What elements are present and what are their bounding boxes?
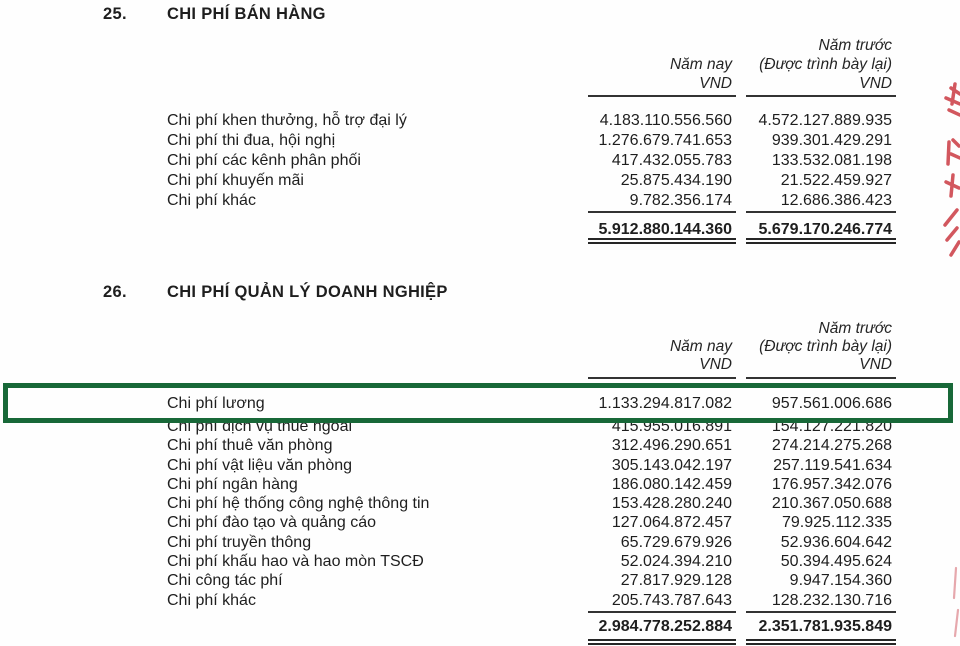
current-year-value: 25.875.434.190: [620, 172, 732, 189]
table-row: Chi phí khác 9.782.356.174 12.686.386.42…: [0, 192, 960, 212]
current-year-value: 153.428.280.240: [611, 495, 732, 513]
current-year-value: 186.080.142.459: [611, 475, 732, 493]
total-double-rule-prior: [746, 639, 896, 645]
highlight-box: [3, 383, 953, 423]
prior-year-value: 257.119.541.634: [773, 456, 892, 474]
highlighted-salary-row: Chi phí lương 1.133.294.817.082 957.561.…: [0, 395, 960, 415]
table-row: Chi phí các kênh phân phối 417.432.055.7…: [0, 152, 960, 172]
table-row: Chi phí khác 205.743.787.643 128.232.130…: [0, 592, 960, 611]
expense-label: Chi phí truyền thông: [167, 533, 312, 551]
table-row: Chi phí khuyến mãi 25.875.434.190 21.522…: [0, 172, 960, 192]
col-header-prior-year: Năm trước: [818, 320, 892, 337]
expense-label: Chi phí khen thưởng, hỗ trợ đại lý: [167, 112, 407, 129]
expense-label: Chi phí khác: [167, 591, 256, 609]
current-year-value: 1.276.679.741.653: [598, 132, 732, 149]
red-stamp-fragment-icon: [943, 82, 960, 638]
prior-year-value: 939.301.429.291: [771, 132, 892, 149]
prior-year-value: 21.522.459.927: [780, 172, 892, 189]
prior-year-value: 210.367.050.688: [771, 495, 892, 513]
total-prior-year: 5.679.170.246.774: [758, 221, 892, 238]
expense-label: Chi phí thuê văn phòng: [167, 437, 333, 455]
current-year-value: 305.143.042.197: [611, 456, 732, 474]
header-rule-prior: [746, 95, 896, 97]
col-unit-current: VND: [699, 75, 732, 92]
section-title: CHI PHÍ QUẢN LÝ DOANH NGHIỆP: [167, 283, 448, 301]
expense-rows: Chi phí khen thưởng, hỗ trợ đại lý 4.183…: [0, 112, 960, 212]
prior-year-value: 176.957.342.076: [771, 475, 892, 493]
prior-year-value: 12.686.386.423: [780, 192, 892, 209]
total-prior-year: 2.351.781.935.849: [758, 618, 892, 635]
prior-year-value: 9.947.154.360: [789, 572, 892, 590]
header-rule-prior: [746, 377, 896, 379]
col-unit-prior: VND: [859, 356, 892, 373]
current-year-value: 9.782.356.174: [629, 192, 732, 209]
expense-label: Chi phí khác: [167, 192, 256, 209]
total-current-year: 5.912.880.144.360: [598, 221, 732, 238]
expense-label: Chi phí vật liệu văn phòng: [167, 456, 353, 474]
expense-label: Chi phí ngân hàng: [167, 475, 298, 493]
section-number: 26.: [103, 283, 127, 301]
header-rule-current: [588, 95, 736, 97]
table-row: Chi phí hệ thống công nghệ thông tin 153…: [0, 495, 960, 514]
subtotal-rule-current: [588, 611, 736, 613]
expense-rows: Chi phí dịch vụ thuê ngoài 415.955.016.8…: [0, 418, 960, 611]
current-year-value: 205.743.787.643: [611, 591, 732, 609]
current-year-value: 4.183.110.556.560: [599, 112, 732, 129]
expense-label: Chi phí đào tạo và quảng cáo: [167, 514, 377, 532]
expense-label: Chi phí khuyến mãi: [167, 172, 304, 189]
current-year-value: 65.729.679.926: [620, 533, 732, 551]
col-header-restated-note: (Được trình bày lại): [759, 338, 892, 355]
table-row: Chi phí khấu hao và hao mòn TSCĐ 52.024.…: [0, 553, 960, 572]
prior-year-value: 79.925.112.335: [781, 514, 892, 532]
current-year-value: 1.133.294.817.082: [598, 395, 732, 412]
total-double-rule-prior: [746, 238, 896, 244]
prior-year-value: 50.394.495.624: [780, 553, 892, 571]
prior-year-value: 133.532.081.198: [771, 152, 892, 169]
col-header-restated-note: (Được trình bày lại): [759, 56, 892, 73]
expense-label: Chi phí lương: [167, 395, 265, 412]
expense-label: Chi phí hệ thống công nghệ thông tin: [167, 495, 430, 513]
section-number: 25.: [103, 5, 127, 23]
expense-label: Chi phí thi đua, hội nghị: [167, 132, 336, 149]
prior-year-value: 128.232.130.716: [771, 591, 892, 609]
current-year-value: 27.817.929.128: [620, 572, 732, 590]
prior-year-value: 274.214.275.268: [771, 437, 892, 455]
table-row: Chi phí truyền thông 65.729.679.926 52.9…: [0, 534, 960, 553]
section-title: CHI PHÍ BÁN HÀNG: [167, 5, 326, 23]
col-header-current-year: Năm nay: [669, 56, 732, 73]
current-year-value: 52.024.394.210: [620, 553, 732, 571]
subtotal-rule-prior: [746, 211, 896, 213]
subtotal-rule-prior: [746, 611, 896, 613]
table-row: Chi phí thuê văn phòng 312.496.290.651 2…: [0, 437, 960, 456]
expense-label: Chi phí khấu hao và hao mòn TSCĐ: [167, 553, 424, 571]
expense-label: Chi công tác phí: [167, 572, 283, 590]
prior-year-value: 957.561.006.686: [771, 395, 892, 412]
col-header-prior-year: Năm trước: [818, 37, 892, 54]
prior-year-value: 4.572.127.889.935: [758, 112, 892, 129]
col-header-current-year: Năm nay: [669, 338, 732, 355]
col-unit-current: VND: [699, 356, 732, 373]
current-year-value: 127.064.872.457: [611, 514, 732, 532]
expense-label: Chi phí các kênh phân phối: [167, 152, 361, 169]
total-double-rule-current: [588, 238, 736, 244]
header-rule-current: [588, 377, 736, 379]
table-row: Chi phí thi đua, hội nghị 1.276.679.741.…: [0, 132, 960, 152]
subtotal-rule-current: [588, 211, 736, 213]
col-unit-prior: VND: [859, 75, 892, 92]
current-year-value: 417.432.055.783: [611, 152, 732, 169]
table-row: Chi công tác phí 27.817.929.128 9.947.15…: [0, 572, 960, 591]
prior-year-value: 52.936.604.642: [780, 533, 892, 551]
table-row: Chi phí vật liệu văn phòng 305.143.042.1…: [0, 457, 960, 476]
table-row: Chi phí ngân hàng 186.080.142.459 176.95…: [0, 476, 960, 495]
table-row: Chi phí đào tạo và quảng cáo 127.064.872…: [0, 514, 960, 533]
table-row: Chi phí khen thưởng, hỗ trợ đại lý 4.183…: [0, 112, 960, 132]
total-current-year: 2.984.778.252.884: [598, 618, 732, 635]
current-year-value: 312.496.290.651: [611, 437, 732, 455]
total-double-rule-current: [588, 639, 736, 645]
